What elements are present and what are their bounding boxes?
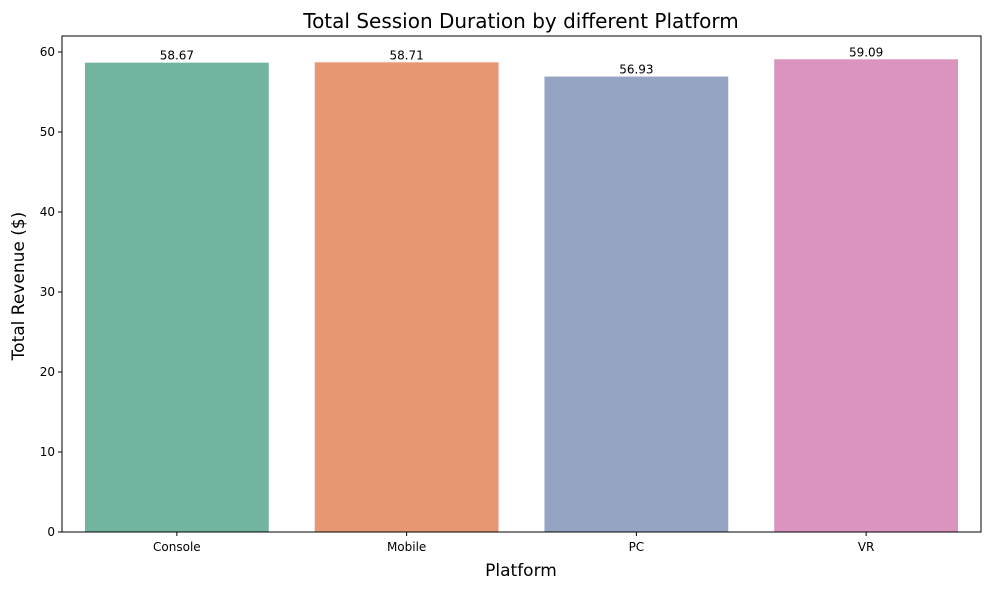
x-axis-label: Platform [485,561,557,581]
value-label-vr: 59.09 [849,45,883,59]
y-tick-label: 20 [40,365,55,379]
chart-title: Total Session Duration by different Plat… [302,9,739,33]
bar-pc [544,76,729,532]
plot-frame [61,35,982,533]
y-axis: 0 10 20 30 40 50 60 [40,45,62,539]
x-tick-label-pc: PC [629,540,645,554]
y-axis-label: Total Revenue ($) [9,212,29,362]
y-tick-label: 50 [40,125,55,139]
value-label-console: 58.67 [160,49,194,63]
y-tick-label: 30 [40,285,55,299]
bar-mobile [314,62,499,532]
x-tick-label-vr: VR [858,540,875,554]
bars-layer [84,59,959,532]
bar-vr [774,59,959,532]
y-tick-label: 10 [40,445,55,459]
x-tick-label-console: Console [153,540,201,554]
bar-console [84,62,269,532]
value-label-mobile: 58.71 [389,48,423,62]
y-tick-label: 0 [47,525,55,539]
y-tick-label: 40 [40,205,55,219]
value-labels-layer: 58.67 58.71 56.93 59.09 [160,45,884,76]
y-tick-label: 60 [40,45,55,59]
x-axis: Console Mobile PC VR [153,532,874,554]
x-tick-label-mobile: Mobile [387,540,426,554]
value-label-pc: 56.93 [619,63,653,77]
